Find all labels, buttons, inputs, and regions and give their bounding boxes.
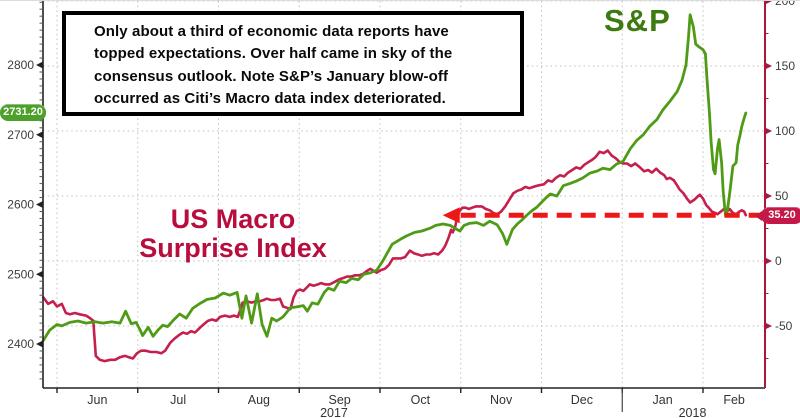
right-axis-tick-label: 50 [775, 189, 789, 203]
right-axis-tick [765, 192, 772, 200]
macro-series-line [42, 149, 748, 363]
annotation-box: Only about a third of economic data repo… [62, 11, 524, 116]
month-label: Oct [411, 393, 431, 407]
right-axis-tick [765, 257, 772, 265]
sp-last-value-badge: 2731.20 [0, 104, 46, 121]
left-axis-tick [36, 61, 43, 69]
left-axis-tick [36, 201, 43, 208]
month-label: Nov [490, 393, 513, 407]
badge-left-notch [755, 210, 762, 221]
right-axis-tick-label: 0 [775, 254, 782, 268]
left-axis-tick-label: 2800 [7, 58, 34, 72]
macro-last-value-text: 35.20 [768, 209, 796, 221]
macro-series-label: US Macro Surprise Index [139, 204, 327, 263]
year-label: 2017 [320, 406, 348, 418]
month-label: Feb [723, 393, 745, 407]
right-axis-tick [765, 1, 772, 5]
left-axis-tick [36, 340, 43, 348]
sp-series-line [41, 13, 748, 342]
month-label: Aug [248, 393, 270, 407]
left-axis-tick-label: 2600 [7, 198, 34, 212]
left-arrowhead [442, 207, 460, 224]
left-axis-tick [36, 270, 43, 278]
left-axis-tick-label: 2500 [7, 267, 34, 281]
sp-series-label: S&P [604, 3, 671, 38]
month-label: Jun [87, 393, 107, 407]
year-label: 2018 [679, 406, 707, 418]
right-axis-tick-label: 200 [775, 1, 795, 8]
month-label: Sep [329, 393, 351, 407]
right-axis-tick [765, 127, 772, 135]
macro-last-value-badge: 35.20 [755, 207, 800, 224]
right-axis-tick [765, 322, 772, 330]
month-label: Jan [653, 393, 673, 407]
right-axis-tick [765, 62, 772, 70]
right-axis-tick-label: 100 [775, 124, 795, 138]
left-axis-tick-label: 2400 [7, 337, 34, 351]
left-axis-tick-label: 2700 [7, 128, 34, 142]
month-label: Jul [170, 393, 186, 407]
right-axis-tick-label: 150 [775, 59, 795, 73]
left-axis-tick [36, 131, 43, 139]
right-axis-tick-label: -50 [775, 319, 793, 333]
month-label: Dec [571, 393, 593, 407]
